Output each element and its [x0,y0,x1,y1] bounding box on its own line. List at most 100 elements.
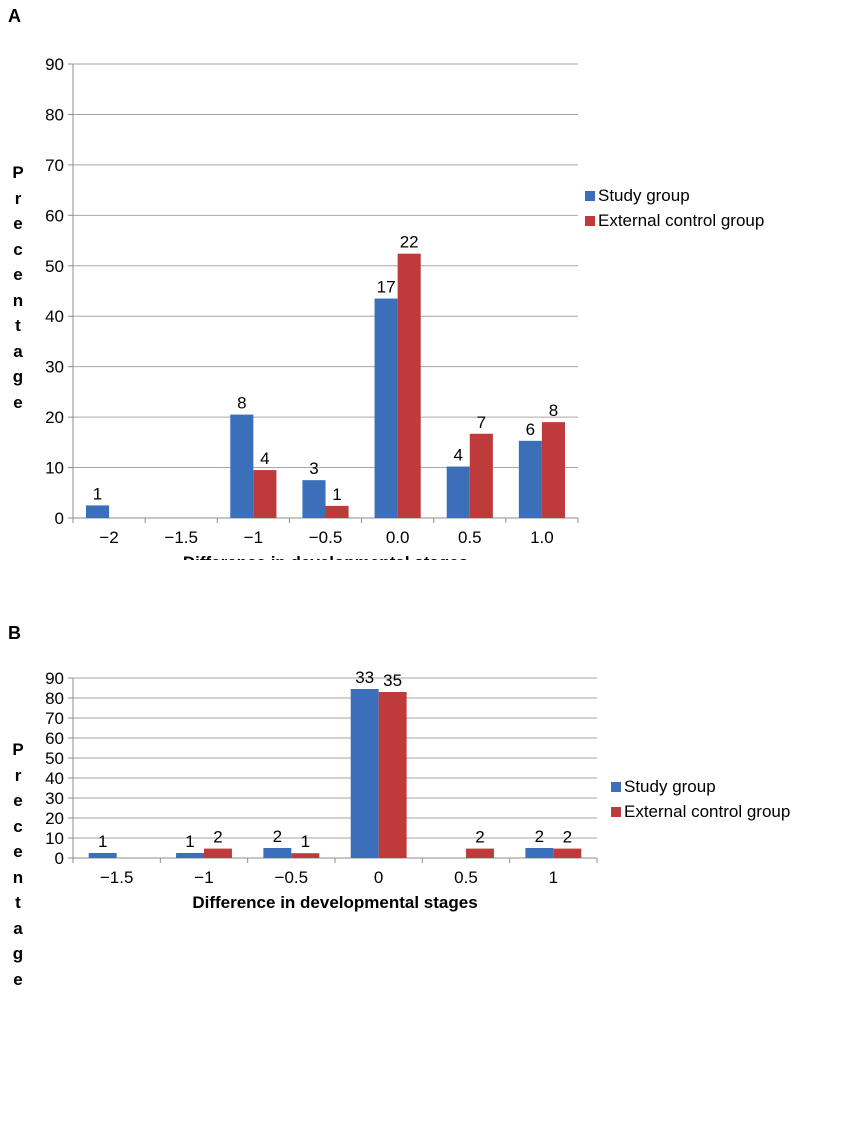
ylabel-letter: c [13,816,23,836]
bar-study-group [518,440,542,518]
y-tick-label: 50 [45,749,64,768]
data-label: 17 [377,278,396,297]
data-label: 4 [454,446,463,465]
ylabel-letter: r [14,188,22,208]
data-label: 1 [332,485,341,504]
legend-item-control: External control group [585,208,764,233]
bar-study-group [525,848,554,858]
bar-external-control-group [466,848,494,858]
legend-label-study: Study group [598,185,690,205]
bar-external-control-group [378,692,407,858]
ylabel-letter: P [12,163,24,182]
ylabel-letter: e [13,842,23,861]
y-tick-label: 40 [45,769,64,788]
ylabel-letter: a [13,341,23,361]
legend-item-study: Study group [611,774,790,799]
panel-a-label: A [8,6,21,26]
y-tick-label: 0 [55,509,64,528]
y-tick-label: 70 [45,156,64,175]
y-tick-label: 0 [55,849,64,868]
data-label: 2 [213,828,222,847]
y-tick-label: 90 [45,55,64,74]
bar-external-control-group [253,470,277,518]
bar-external-control-group [553,848,582,858]
x-axis-title: Difference in developmental stages [183,553,468,560]
bar-external-control-group [397,253,421,518]
data-label: 2 [273,827,282,846]
bar-external-control-group [541,422,566,518]
bar-study-group [446,466,470,518]
data-label: 8 [549,401,558,420]
data-label: 8 [237,394,246,413]
bar-external-control-group [325,505,349,518]
x-axis-title: Difference in developmental stages [192,893,477,912]
x-tick-label: 0 [374,868,383,887]
bar-study-group [176,853,204,858]
data-label: 3 [309,459,318,478]
ylabel-letter: r [14,765,22,785]
bar-external-control-group [204,848,232,858]
data-label: 35 [383,671,402,690]
legend-swatch-control [611,806,621,817]
panel-a-y-axis-label: P r e c e n t a g e [10,160,26,415]
ylabel-letter: P [12,740,24,759]
y-tick-label: 40 [45,307,64,326]
legend-label-control: External control group [624,801,791,821]
legend-swatch-control [585,215,595,226]
legend-item-control: External control group [611,799,790,824]
ylabel-letter: e [13,791,23,810]
data-label: 22 [400,233,419,252]
y-tick-label: 80 [45,105,64,124]
bar-study-group [85,505,110,518]
ylabel-letter: t [15,316,21,335]
data-label: 2 [475,828,484,847]
ylabel-letter: e [13,265,23,284]
x-tick-label: 0.0 [386,528,410,547]
y-tick-label: 30 [45,358,64,377]
x-tick-label: 1 [549,868,558,887]
panel-b-label: B [8,623,21,643]
data-label: 2 [535,827,544,846]
x-tick-label: 0.5 [458,528,482,547]
ylabel-letter: e [13,214,23,233]
ylabel-letter: e [13,969,23,989]
ylabel-letter: t [15,893,21,912]
data-label: 4 [260,449,269,468]
ylabel-letter: e [13,392,23,412]
data-label: 1 [301,832,310,851]
ylabel-letter: n [12,290,24,310]
y-tick-label: 20 [45,809,64,828]
y-tick-label: 30 [45,789,64,808]
data-label: 2 [563,828,572,847]
data-label: 33 [355,668,374,687]
x-tick-label: −2 [99,528,118,547]
y-tick-label: 90 [45,669,64,688]
legend-swatch-study [611,781,621,792]
y-tick-label: 60 [45,206,64,225]
data-label: 7 [477,413,486,432]
y-tick-label: 50 [45,257,64,276]
x-tick-label: −1.5 [100,868,134,887]
y-tick-label: 70 [45,709,64,728]
y-tick-label: 10 [45,459,64,478]
panel-a-legend: Study group External control group [585,183,764,233]
y-tick-label: 80 [45,689,64,708]
y-tick-label: 10 [45,829,64,848]
panel-b-y-axis-label: P r e c e n t a g e [10,737,26,992]
panel-b-legend: Study group External control group [611,774,790,824]
bar-study-group [230,414,254,518]
x-tick-label: −1.5 [164,528,198,547]
data-label: 6 [526,420,535,439]
bar-study-group [350,689,379,858]
data-label: 1 [185,832,194,851]
bar-study-group [263,848,292,858]
legend-label-study: Study group [624,776,716,796]
y-tick-label: 20 [45,408,64,427]
ylabel-letter: g [12,944,24,963]
data-label: 1 [93,484,102,503]
x-tick-label: 0.5 [454,868,478,887]
x-tick-label: −1 [194,868,213,887]
y-tick-label: 60 [45,729,64,748]
